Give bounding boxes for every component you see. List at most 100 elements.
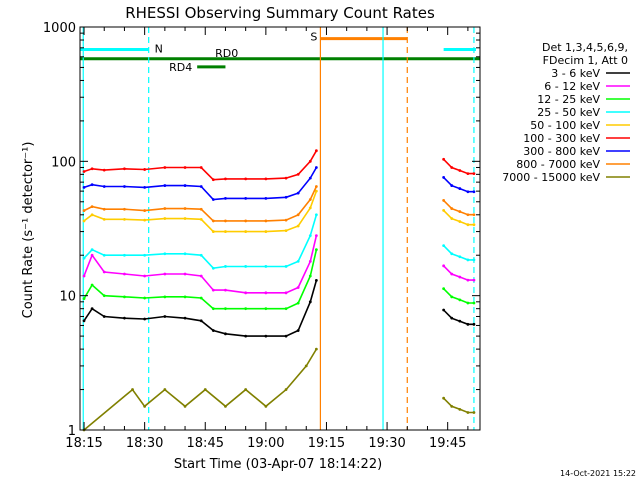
data-point bbox=[314, 347, 318, 351]
data-point bbox=[82, 256, 86, 260]
data-point bbox=[450, 316, 454, 320]
data-point bbox=[123, 253, 126, 257]
data-point bbox=[224, 196, 227, 200]
data-point bbox=[458, 275, 462, 279]
data-point bbox=[183, 404, 187, 408]
data-point bbox=[458, 220, 462, 223]
legend-entry: 25 - 50 keV bbox=[537, 106, 600, 119]
series-line bbox=[443, 199, 474, 216]
data-point bbox=[123, 217, 126, 221]
data-point bbox=[284, 388, 288, 391]
x-tick-label: 19:45 bbox=[429, 436, 466, 451]
x-tick-label: 18:45 bbox=[187, 436, 224, 451]
data-point bbox=[244, 388, 248, 391]
data-point bbox=[466, 213, 470, 217]
legend-entry: 12 - 25 keV bbox=[537, 93, 600, 106]
data-point bbox=[82, 319, 86, 323]
y-tick-label: 1000 bbox=[43, 21, 76, 36]
series-3 bbox=[82, 213, 476, 270]
data-point bbox=[224, 177, 227, 181]
data-point bbox=[442, 287, 446, 291]
data-point bbox=[458, 407, 462, 411]
data-point bbox=[450, 272, 454, 276]
data-point bbox=[183, 184, 187, 187]
data-point bbox=[264, 177, 268, 181]
data-point bbox=[296, 213, 300, 217]
legend-entry: 50 - 100 keV bbox=[530, 119, 600, 132]
data-point bbox=[296, 301, 300, 305]
data-point bbox=[466, 258, 470, 262]
data-point bbox=[264, 219, 268, 223]
data-point bbox=[224, 265, 227, 268]
data-point bbox=[442, 396, 446, 400]
data-point bbox=[458, 210, 462, 213]
data-point bbox=[163, 315, 167, 318]
x-tick-label: 19:15 bbox=[308, 436, 345, 451]
data-point bbox=[199, 296, 203, 300]
data-point bbox=[314, 185, 318, 188]
data-point bbox=[163, 272, 167, 276]
data-point bbox=[90, 167, 94, 171]
data-point bbox=[450, 207, 454, 210]
data-point bbox=[314, 248, 318, 252]
data-point bbox=[90, 283, 94, 287]
data-point bbox=[163, 217, 167, 220]
x-axis-label: Start Time (03-Apr-07 18:14:22) bbox=[174, 457, 382, 472]
data-point bbox=[224, 332, 227, 336]
data-point bbox=[123, 295, 126, 299]
series-layer bbox=[82, 149, 476, 432]
data-point bbox=[466, 411, 470, 414]
data-point bbox=[466, 223, 470, 227]
data-point bbox=[199, 319, 203, 323]
data-point bbox=[90, 205, 94, 209]
data-point bbox=[314, 166, 318, 169]
data-point bbox=[284, 291, 288, 295]
series-2 bbox=[82, 248, 476, 311]
data-point bbox=[163, 184, 167, 187]
data-point bbox=[308, 206, 312, 210]
y-axis-label: Count Rate (s⁻¹ detector⁻¹) bbox=[21, 142, 36, 319]
data-point bbox=[442, 199, 446, 202]
data-point bbox=[199, 217, 203, 221]
data-point bbox=[472, 278, 476, 282]
legend-entry: 300 - 800 keV bbox=[523, 145, 600, 158]
data-point bbox=[224, 288, 227, 292]
data-point bbox=[102, 217, 106, 221]
data-point bbox=[163, 166, 167, 169]
series-line bbox=[443, 209, 474, 226]
data-point bbox=[82, 170, 86, 173]
legend-header: Det 1,3,4,5,6,9, bbox=[542, 41, 628, 54]
data-point bbox=[90, 213, 94, 217]
data-point bbox=[143, 185, 147, 189]
data-point bbox=[466, 322, 470, 326]
data-point bbox=[244, 334, 248, 338]
data-point bbox=[296, 224, 300, 228]
data-point bbox=[82, 274, 86, 278]
data-point bbox=[458, 255, 462, 259]
data-point bbox=[472, 258, 476, 262]
data-point bbox=[284, 229, 288, 233]
data-point bbox=[82, 219, 86, 223]
data-point bbox=[284, 176, 288, 180]
x-tick-label: 19:30 bbox=[368, 436, 405, 451]
series-line bbox=[443, 288, 474, 304]
data-point bbox=[244, 177, 248, 181]
data-point bbox=[264, 307, 268, 311]
data-point bbox=[183, 295, 187, 299]
data-point bbox=[314, 213, 318, 217]
data-point bbox=[314, 149, 318, 153]
legend-entry: 6 - 12 keV bbox=[544, 80, 600, 93]
data-point bbox=[296, 329, 300, 332]
data-point bbox=[284, 265, 288, 268]
data-point bbox=[450, 404, 454, 408]
series-line bbox=[83, 235, 318, 294]
y-tick-label: 100 bbox=[51, 155, 76, 170]
data-point bbox=[308, 176, 312, 180]
data-point bbox=[90, 183, 94, 187]
series-line bbox=[443, 176, 474, 193]
data-point bbox=[450, 252, 454, 256]
data-point bbox=[264, 404, 268, 408]
data-point bbox=[199, 185, 203, 188]
series-5 bbox=[82, 149, 476, 182]
